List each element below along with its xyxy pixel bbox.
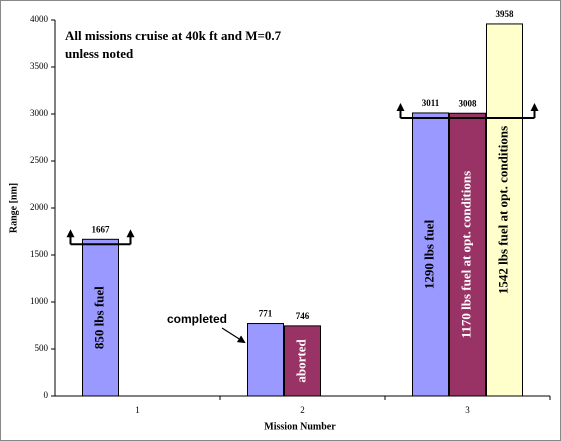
bar	[247, 323, 284, 397]
data-label: 746	[296, 311, 310, 321]
bar-label: 1290 lbs fuel	[421, 219, 436, 289]
y-tick-label: 3500	[30, 61, 49, 71]
x-tick-label: 1	[135, 405, 140, 415]
y-tick-label: 2500	[30, 155, 49, 165]
bar-label: 850 lbs fuel	[91, 286, 106, 349]
bar	[82, 238, 119, 397]
bar-label: aborted	[293, 339, 308, 383]
y-tick-label: 1000	[30, 296, 49, 306]
bar	[284, 325, 321, 397]
bar	[486, 23, 523, 397]
x-tick-label: 3	[465, 405, 470, 415]
y-tick-label: 3000	[30, 108, 49, 118]
y-tick-label: 500	[35, 343, 49, 353]
data-label: 3008	[459, 98, 478, 108]
annotation-arrow	[221, 327, 246, 344]
y-tick-label: 4000	[30, 14, 49, 24]
bar	[449, 112, 486, 397]
y-axis-title: Range [nm]	[8, 183, 19, 233]
y-tick-label: 2000	[30, 202, 49, 212]
data-label: 3011	[422, 98, 440, 108]
y-tick-label: 1500	[30, 249, 49, 259]
y-tick-label: 0	[44, 390, 49, 400]
bar	[412, 112, 449, 397]
data-label: 1667	[92, 224, 111, 234]
title-line: unless noted	[65, 46, 134, 61]
bar-label: 1170 lbs fuel at opt. conditions	[458, 171, 473, 339]
bar-label: 1542 lbs fuel at opt. conditions	[495, 126, 510, 294]
data-label: 3958	[496, 9, 515, 19]
x-tick-label: 2	[300, 405, 305, 415]
x-axis-title: Mission Number	[264, 421, 336, 432]
data-label: 771	[259, 309, 273, 319]
title-line: All missions cruise at 40k ft and M=0.7	[65, 28, 282, 43]
annotation: completed	[167, 312, 227, 326]
